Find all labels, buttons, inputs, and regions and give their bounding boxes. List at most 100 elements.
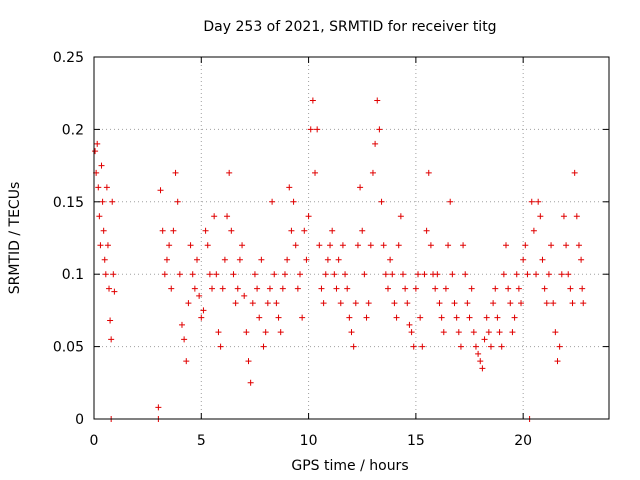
data-point: [333, 285, 340, 292]
data-point: [292, 242, 299, 249]
data-point: [487, 343, 494, 350]
data-point: [183, 358, 190, 365]
data-point: [200, 307, 207, 314]
data-point: [219, 285, 226, 292]
data-point: [571, 169, 578, 176]
data-point: [170, 227, 177, 234]
data-point: [494, 314, 501, 321]
data-point: [185, 300, 192, 307]
data-point: [530, 227, 537, 234]
data-point: [314, 126, 321, 133]
data-point: [541, 285, 548, 292]
data-point: [176, 271, 183, 278]
data-point: [470, 329, 477, 336]
grid: [94, 57, 609, 419]
x-tick-label: 15: [407, 433, 425, 449]
data-point: [97, 242, 104, 249]
data-point: [535, 198, 542, 205]
data-point: [395, 242, 402, 249]
data-point: [503, 242, 509, 249]
data-point: [509, 329, 516, 336]
y-tick-label: 0.05: [53, 340, 84, 356]
data-point: [305, 213, 312, 220]
data-point: [189, 271, 196, 278]
data-point: [481, 336, 488, 343]
data-point: [402, 285, 409, 292]
data-point: [232, 300, 239, 307]
data-point: [376, 126, 383, 133]
data-point: [204, 242, 211, 249]
data-point: [417, 314, 424, 321]
x-tick-label: 0: [90, 433, 99, 449]
data-point: [548, 242, 555, 249]
data-point: [397, 213, 404, 220]
data-point: [172, 169, 179, 176]
data-point: [266, 285, 273, 292]
data-point: [344, 285, 351, 292]
data-point: [284, 256, 291, 263]
data-point: [110, 271, 117, 278]
data-point: [301, 227, 308, 234]
data-point: [515, 285, 522, 292]
data-point: [249, 300, 256, 307]
data-point: [518, 300, 525, 307]
data-point: [286, 184, 293, 191]
data-point: [191, 285, 198, 292]
x-tick-label: 20: [514, 433, 532, 449]
data-point: [580, 300, 587, 307]
data-point: [108, 336, 115, 343]
data-points: [92, 97, 587, 422]
data-point: [241, 292, 248, 299]
data-point: [560, 213, 567, 220]
data-point: [316, 242, 323, 249]
data-point: [309, 97, 316, 104]
data-point: [464, 300, 471, 307]
data-point: [391, 300, 398, 307]
data-point: [166, 242, 173, 249]
data-point: [382, 271, 389, 278]
data-point: [511, 314, 518, 321]
data-point: [102, 271, 109, 278]
data-point: [104, 242, 111, 249]
data-point: [320, 300, 327, 307]
data-point: [556, 343, 563, 350]
data-point: [106, 285, 113, 292]
data-point: [460, 242, 467, 249]
data-point: [563, 242, 570, 249]
data-point: [423, 227, 430, 234]
data-point: [451, 300, 458, 307]
data-point: [269, 198, 276, 205]
x-tick-label: 5: [197, 433, 206, 449]
data-point: [324, 256, 331, 263]
data-point: [369, 169, 376, 176]
data-point: [432, 285, 439, 292]
data-point: [438, 314, 445, 321]
data-point: [264, 300, 271, 307]
data-point: [277, 329, 284, 336]
data-point: [329, 227, 336, 234]
data-point: [565, 271, 572, 278]
data-point: [348, 329, 355, 336]
data-point: [271, 271, 278, 278]
data-point: [492, 285, 499, 292]
data-point: [578, 256, 585, 263]
data-point: [462, 271, 469, 278]
data-point: [294, 285, 301, 292]
data-point: [357, 184, 364, 191]
data-point: [318, 285, 325, 292]
data-point: [404, 300, 411, 307]
data-point: [262, 329, 269, 336]
data-point: [288, 227, 295, 234]
data-point: [251, 271, 258, 278]
data-point: [406, 321, 413, 328]
data-point: [449, 271, 456, 278]
data-point: [258, 256, 265, 263]
data-point: [99, 198, 106, 205]
data-point: [378, 198, 385, 205]
data-point: [507, 300, 514, 307]
data-point: [500, 271, 507, 278]
data-point: [384, 285, 391, 292]
data-point: [522, 242, 529, 249]
data-point: [447, 198, 454, 205]
data-point: [155, 404, 162, 411]
